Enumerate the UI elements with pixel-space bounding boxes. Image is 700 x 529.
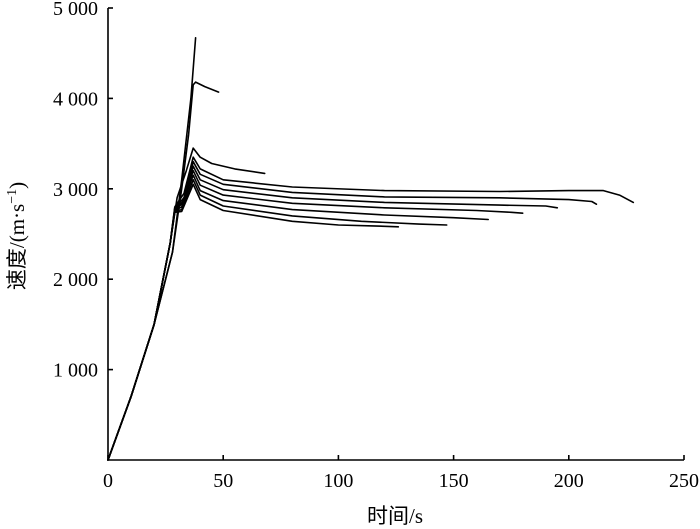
y-axis-ticks: 1 000 2 000 3 000 4 000 5 000 [53,0,113,382]
axes-frame [107,8,684,461]
x-tick-label: 50 [213,470,233,492]
y-tick-label: 5 000 [53,0,98,20]
series-line-10 [107,183,400,461]
y-axis-label-main: 速度/(m·s [5,204,29,290]
x-tick-label: 100 [323,470,353,492]
x-tick-label: 250 [669,470,699,492]
y-tick-label: 3 000 [53,179,98,201]
x-tick-label: 200 [554,470,584,492]
x-tick-label: 150 [439,470,469,492]
y-axis-label: 速度/(m·s−1) [5,182,29,290]
y-tick-label: 2 000 [53,269,98,291]
y-tick-label: 4 000 [53,88,98,110]
series-line-8 [107,174,490,461]
series-line-1 [107,36,197,461]
x-axis-label: 时间/s [367,504,423,528]
series-line-7 [107,169,524,461]
y-axis-label-superscript: −1 [5,189,20,204]
y-tick-label: 1 000 [53,360,98,382]
series-line-2 [107,81,220,461]
series-line-4 [107,156,635,461]
plot-series-group [107,36,635,461]
x-axis-ticks: 0 50 100 150 200 250 [103,455,699,492]
y-axis-label-close: ) [5,182,29,189]
x-tick-label: 0 [103,470,113,492]
series-line-9 [107,179,448,461]
